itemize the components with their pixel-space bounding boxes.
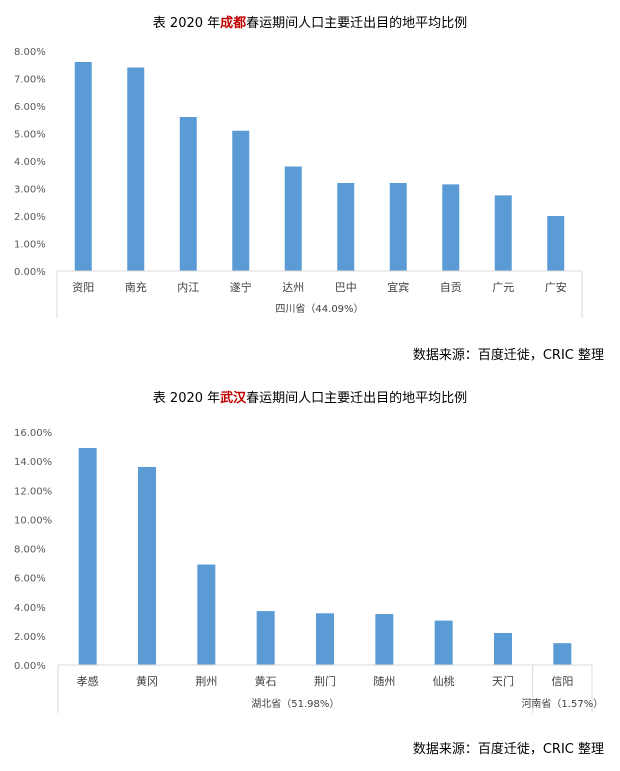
chart2-ytick-label: 16.00% [14,428,52,439]
chart2-category-label: 黄石 [255,674,277,688]
chart1-title-suffix: 春运期间人口主要迁出目的地平均比例 [246,16,468,31]
chart2-source: 数据来源：百度迁徙，CRIC 整理 [412,742,604,757]
chart1-category-label: 宜宾 [387,280,409,294]
chart2-bar-天门 [494,632,512,665]
chart1-plot: 0.00% 1.00% 2.00% 3.00% 4.00% 5.00% 6.00% 7.00%… [14,47,583,318]
chart1-ytick-label: 2.00% [14,212,46,223]
chart1-ytick-label: 4.00% [14,157,46,168]
chart1-ytick-label: 5.00% [14,130,46,141]
chart2-group-label: 河南省（1.57%） [521,697,603,710]
chart1-ytick-label: 7.00% [14,75,46,86]
chart2-ytick-label: 10.00% [14,515,52,526]
chart2-category-label: 信阳 [551,675,573,688]
chart1-category-label: 内江 [177,280,199,294]
chart1-ytick-label: 8.00% [14,47,46,58]
chart2-title-city: 武汉 [220,391,247,406]
chart2-title-suffix: 春运期间人口主要迁出目的地平均比例 [246,391,468,406]
chart2-category-label: 仙桃 [433,674,455,688]
chart1-bar-自贡 [442,184,460,271]
chart2-category-label: 荆门 [314,674,336,688]
chart1-title-city: 成都 [220,16,247,31]
chart1-category-label: 巴中 [335,281,357,294]
chart1-category-label: 广安 [545,280,567,294]
chart2-bar-孝感 [78,448,97,665]
chart2-ytick-label: 12.00% [14,486,52,497]
chart1-title: 表 2020 年成都春运期间人口主要迁出目的地平均比例 [0,12,620,31]
chart2-category-label: 黄冈 [136,674,158,688]
chart1-ytick-label: 0.00% [14,267,46,278]
chart2-category-label: 孝感 [77,675,99,688]
chart1-category-label: 广元 [492,281,514,294]
chart2-bar-黄冈 [138,466,156,665]
chart1-bar-内江 [179,117,197,271]
chart1-category-label: 自贡 [440,281,462,294]
chart2-bar-信阳 [553,643,572,665]
chart2-plot: 0.00% 2.00% 4.00% 6.00% 8.00% 10.00% 12.00% 14.… [14,428,603,713]
chart1-category-label: 南充 [125,280,147,294]
chart1-bar-遂宁 [232,130,250,271]
chart1-category-label: 资阳 [72,281,94,294]
chart1-group-label: 四川省（44.09%） [275,302,363,315]
chart1-category-label: 遂宁 [230,280,252,294]
chart1-source: 数据来源：百度迁徙，CRIC 整理 [412,348,604,363]
chart2-bar-随州 [375,614,394,665]
chart2-category-label: 荆州 [195,675,217,688]
chart2-category-label: 随州 [373,674,395,688]
chart1-bar-资阳 [74,62,92,271]
chart1-bar-广安 [547,216,565,271]
chart2-ytick-label: 8.00% [14,545,46,556]
chart2-ytick-label: 0.00% [14,661,46,672]
chart2-bar-仙桃 [434,620,453,665]
chart1-bar-达州 [284,166,302,271]
chart2-ytick-label: 6.00% [14,574,46,585]
chart2-bar-黄石 [256,611,275,665]
chart2-ytick-label: 14.00% [14,457,52,468]
chart2-ytick-label: 4.00% [14,603,46,614]
chart1-title-prefix: 表 2020 年 [152,16,221,31]
chart2-ytick-label: 2.00% [14,632,46,643]
chart1-ytick-label: 6.00% [14,102,46,113]
chart1-ytick-label: 1.00% [14,240,46,251]
chart1-bar-宜宾 [389,183,407,271]
chart2-title-prefix: 表 2020 年 [152,391,221,406]
chart1-bar-巴中 [337,183,355,271]
chart2-title: 表 2020 年武汉春运期间人口主要迁出目的地平均比例 [0,387,620,406]
chart1-category-label: 达州 [282,281,304,294]
chart1-ytick-label: 3.00% [14,185,46,196]
chart1-bar-广元 [494,195,512,271]
chart2-bar-荆门 [316,613,334,665]
chart2-category-label: 天门 [492,674,514,688]
chart1-bar-南充 [127,67,145,271]
chart2-bar-荆州 [197,564,216,665]
chart2-group-label: 湖北省（51.98%） [251,697,339,710]
